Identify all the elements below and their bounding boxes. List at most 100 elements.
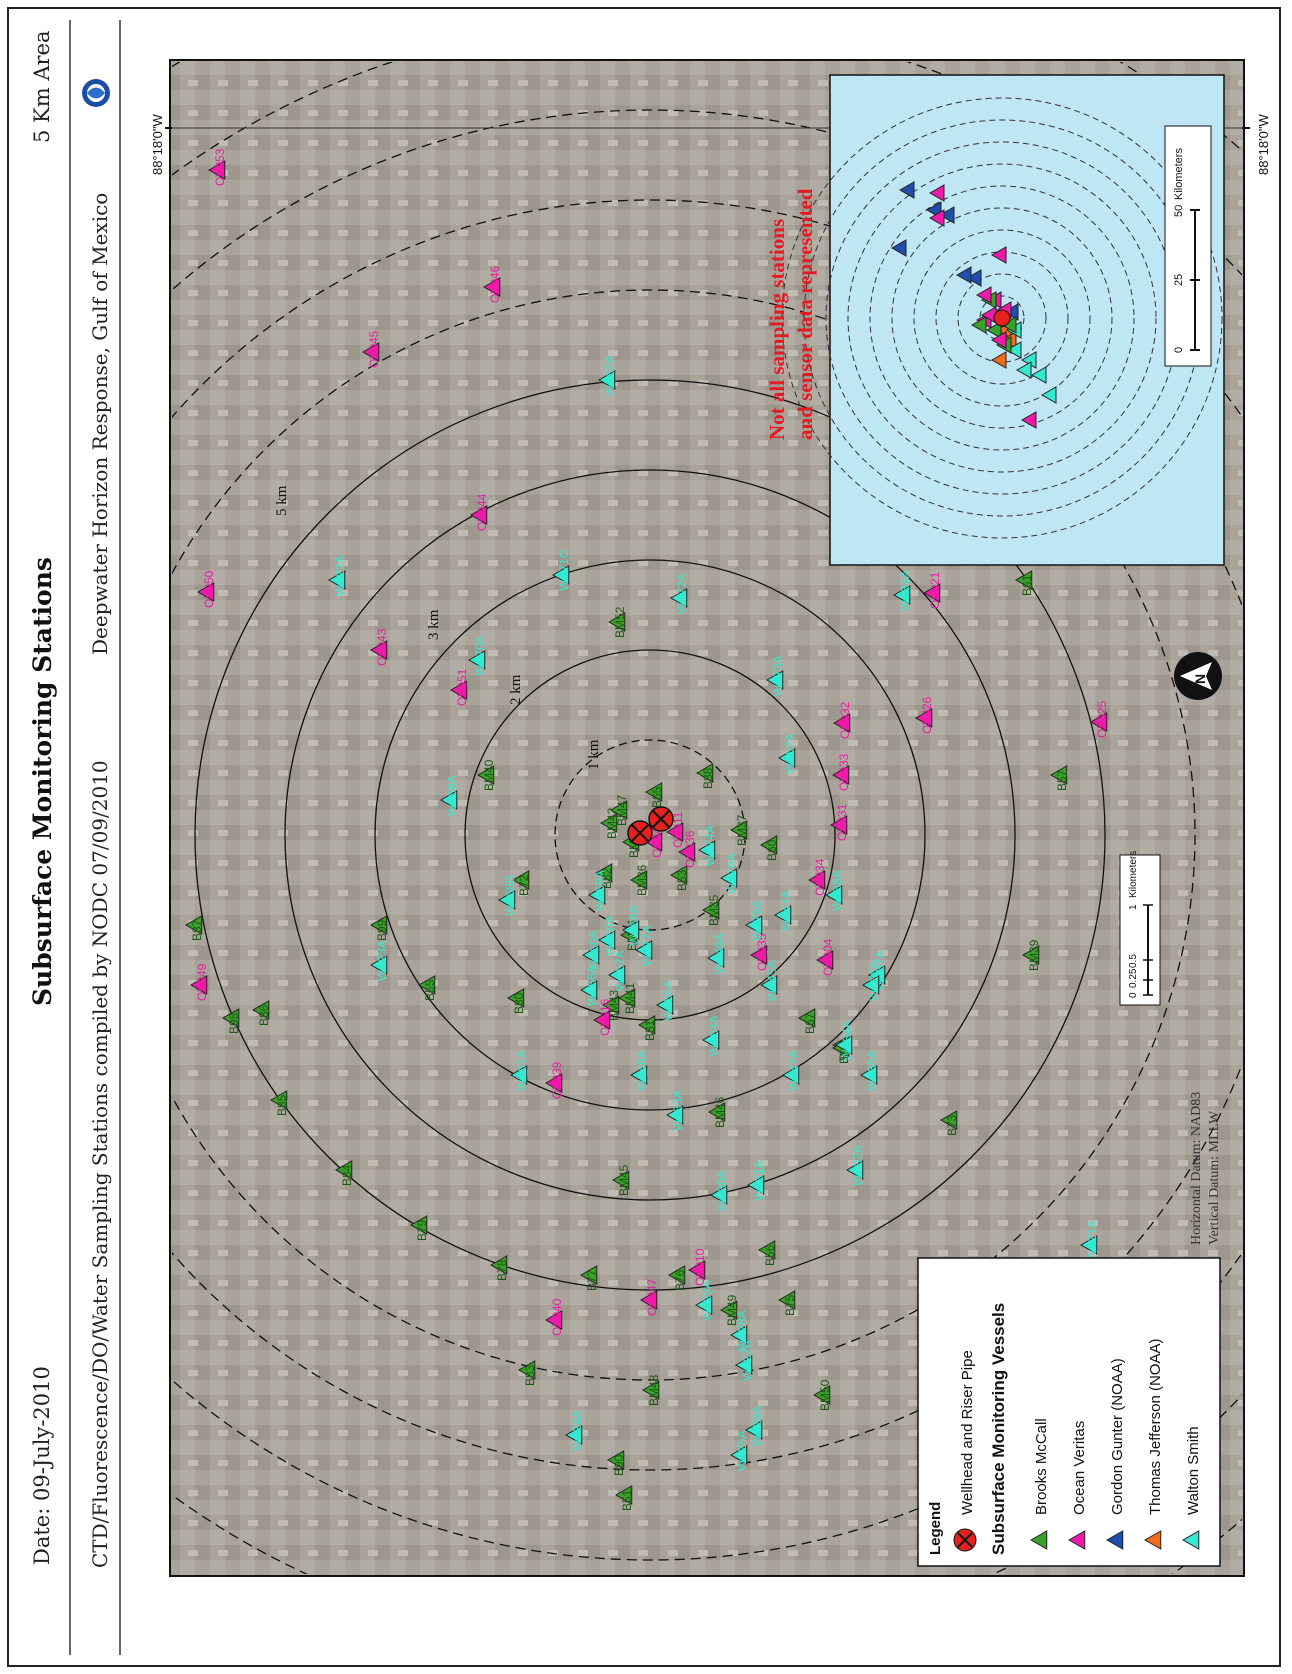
station-label: WS22A	[333, 555, 347, 596]
inset-station-icon	[928, 184, 945, 202]
scale-unit: Kilometers	[1128, 851, 1139, 898]
station-ws23a: WS23A	[369, 940, 389, 981]
north-label: N	[1192, 674, 1208, 684]
legend-vessels-heading: Subsurface Monitoring Vessels	[989, 1303, 1008, 1555]
station-ws71c: WS71C	[551, 549, 571, 591]
station-b90: B90	[606, 1450, 626, 1476]
station-label: BM35	[707, 894, 721, 926]
triangle-icon	[687, 1260, 706, 1280]
legend-triangle-icon	[1067, 1530, 1086, 1550]
station-label: BM46	[713, 1096, 727, 1128]
station-label: OV011	[671, 811, 685, 848]
station-label: BM37	[735, 814, 749, 846]
station-label: WS23A	[375, 940, 389, 981]
station-label: OV004	[821, 938, 835, 976]
station-bm36: BM36	[629, 864, 649, 896]
triangle-icon	[845, 1160, 864, 1180]
triangle-icon	[861, 975, 880, 995]
station-ov040: OV040	[544, 1298, 564, 1336]
north-arrow-icon: N	[1174, 652, 1222, 700]
station-label: B56	[763, 1244, 777, 1266]
station-ov025: OV025	[1089, 700, 1109, 738]
legend-wellhead-icon	[953, 1528, 977, 1552]
station-label: BM39	[1027, 939, 1041, 971]
triangle-icon	[587, 885, 606, 905]
scale-tick-1: 1	[1128, 904, 1139, 910]
station-label: OV021	[928, 571, 942, 609]
station-label: B83	[523, 1364, 537, 1386]
station-ov010: OV010	[687, 1248, 707, 1286]
station-label: OV047	[645, 1278, 659, 1316]
triangle-icon	[369, 640, 388, 660]
station-ws70a: WS70A	[467, 635, 487, 676]
triangle-icon	[797, 1008, 816, 1028]
triangle-icon	[701, 900, 720, 920]
station-b98: B98	[221, 1008, 241, 1034]
triangle-icon	[729, 1445, 748, 1465]
station-b73: B73	[939, 1110, 959, 1136]
triangle-icon	[417, 975, 436, 995]
station-ov044: OV044	[469, 493, 489, 531]
triangle-icon	[695, 763, 714, 783]
triangle-icon	[607, 965, 626, 985]
station-ws24a: WS24A	[564, 1410, 584, 1451]
station-ws72a: WS72A	[669, 573, 689, 614]
triangle-icon	[669, 865, 688, 885]
station-ws66a: WS66A	[621, 905, 641, 946]
triangle-icon	[607, 612, 626, 632]
station-bm37: BM37	[729, 814, 749, 846]
legend-item: Gordon Gunter (NOAA)	[1105, 1358, 1126, 1550]
triangle-icon	[834, 1035, 853, 1055]
ring-label-5km: 5 km	[274, 485, 290, 516]
station-label: B55	[423, 979, 437, 1001]
station-bm50: BM50	[812, 1379, 832, 1411]
triangle-icon	[773, 905, 792, 925]
station-label: WS58A	[603, 915, 617, 956]
station-label: B67	[803, 1012, 817, 1034]
station-label: WS27A	[740, 1340, 754, 1381]
station-label: BM42	[605, 807, 619, 839]
scale-tick-05: 0.5	[1128, 954, 1139, 968]
inset-note-line1: Not all sampling stations	[765, 219, 789, 440]
station-label: B99	[375, 919, 389, 941]
triangle-icon	[611, 1170, 630, 1190]
lon-label-right: 88°18'0"W	[1256, 114, 1271, 175]
triangle-icon	[655, 995, 674, 1015]
station-label: OV045	[367, 330, 381, 368]
station-bm41: BM41	[617, 982, 637, 1014]
station-ws73a: WS73A	[765, 655, 785, 696]
station-ws60a: WS60A	[581, 930, 601, 971]
triangle-icon	[629, 1065, 648, 1085]
station-label: WS72A	[675, 573, 689, 614]
station-label: WS48A	[635, 1050, 649, 1091]
station-label: WS70A	[473, 635, 487, 676]
station-b88: B88	[695, 763, 715, 789]
station-ov046: OV046	[482, 265, 502, 303]
station-ov011: OV011	[665, 811, 685, 848]
triangle-icon	[641, 1380, 660, 1400]
station-label: OV035	[755, 933, 769, 971]
station-label: WS77A	[640, 925, 654, 966]
triangle-icon	[497, 890, 516, 910]
station-ws35a: WS35A	[859, 1050, 879, 1091]
station-b67: B67	[797, 1008, 817, 1034]
station-ws36a: WS36A	[861, 960, 881, 1001]
triangle-icon	[369, 915, 388, 935]
station-label: B60	[765, 839, 779, 861]
triangle-icon	[706, 948, 725, 968]
station-label: OV051	[455, 668, 469, 706]
station-ws29a: WS29A	[694, 1280, 714, 1321]
station-ov039: OV039	[544, 1061, 564, 1099]
station-b76: B76	[667, 1265, 687, 1291]
station-ws38a: WS38A	[824, 870, 844, 911]
triangle-icon	[667, 1265, 686, 1285]
station-label: OV032	[838, 701, 852, 739]
triangle-icon	[807, 870, 826, 890]
triangle-icon	[469, 505, 488, 525]
legend-triangle-icon	[1143, 1530, 1162, 1550]
legend-triangle-icon	[1029, 1530, 1048, 1550]
noaa-logo	[82, 79, 110, 107]
station-b51: B51	[614, 1485, 634, 1511]
station-label: WS76A	[725, 853, 739, 894]
